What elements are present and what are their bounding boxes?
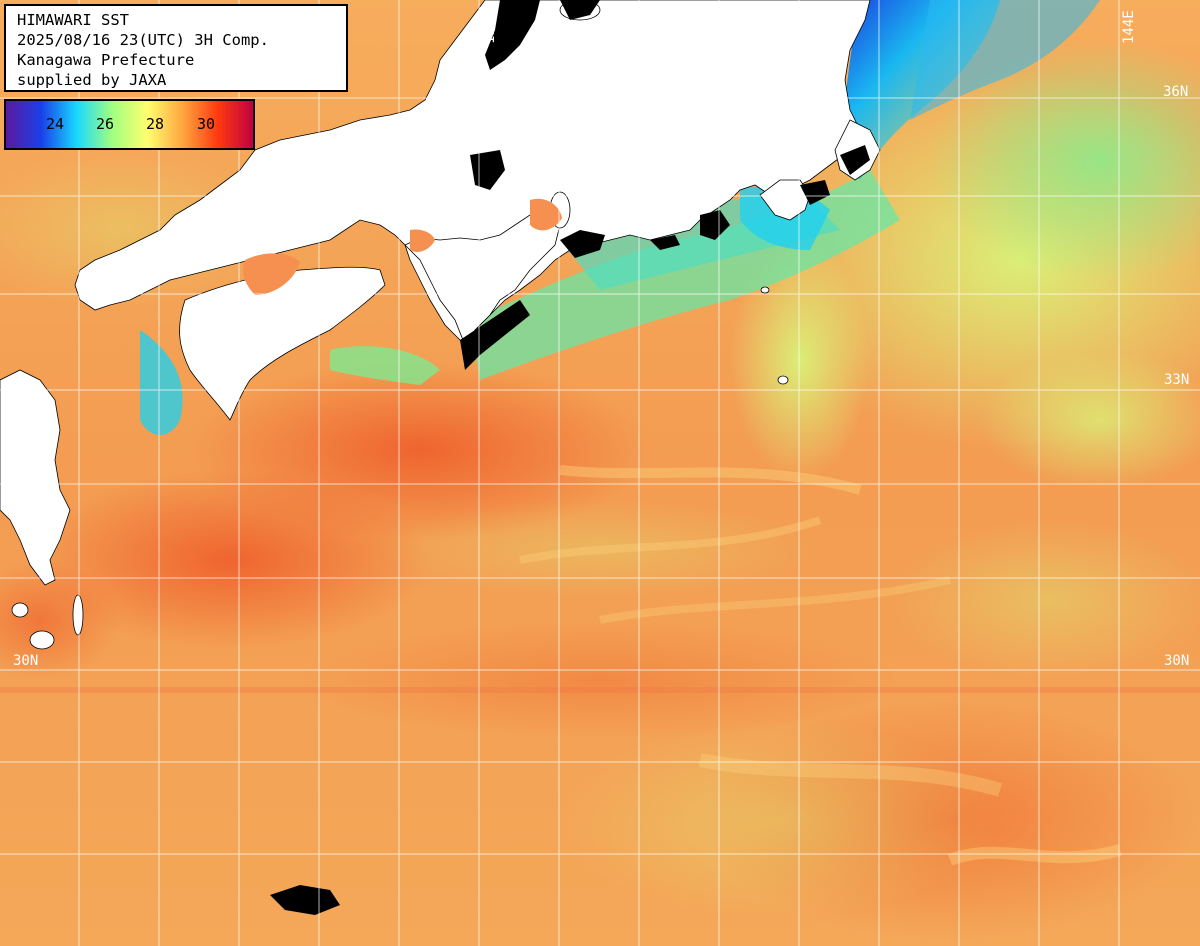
land-island — [777, 375, 789, 385]
lon-label-136e: 136E — [482, 10, 498, 44]
cloud-patch — [560, 0, 600, 20]
bay-warm — [243, 253, 300, 295]
land — [0, 0, 881, 650]
land-izu — [759, 179, 811, 221]
credit-line: supplied by JAXA — [17, 71, 167, 89]
land-kii — [404, 209, 561, 346]
warm-eddy — [30, 470, 430, 650]
title-line: HIMAWARI SST — [17, 11, 129, 29]
map-info-box: HIMAWARI SST 2025/08/16 23(UTC) 3H Comp.… — [4, 4, 348, 92]
cool-water — [890, 520, 1200, 680]
timestamp-line: 2025/08/16 23(UTC) 3H Comp. — [17, 31, 269, 49]
sea-streak — [559, 465, 862, 495]
cloud-patch — [485, 0, 540, 70]
land-island — [72, 594, 84, 636]
cloud-patch — [700, 210, 730, 240]
land-shikoku — [179, 266, 386, 421]
warm-eddy — [300, 620, 900, 740]
cool-water — [980, 350, 1200, 490]
land-honshu — [74, 0, 871, 346]
colorbar-tick-28: 28 — [146, 115, 165, 133]
cool-water — [930, 40, 1200, 280]
cloud-patch — [270, 885, 340, 915]
cloud-patch — [840, 145, 870, 175]
cold-water-ne — [910, 0, 1100, 120]
sea-streak — [698, 753, 1003, 797]
lat-label-30n-right: 30N — [1164, 653, 1190, 669]
sea-streak — [947, 844, 1122, 866]
lat-label-30n-left: 30N — [13, 653, 39, 669]
bay-warm — [530, 198, 562, 231]
region-line: Kanagawa Prefecture — [17, 51, 195, 69]
colorbar-tick-30: 30 — [197, 115, 216, 133]
lat-label-33n: 33N — [1164, 372, 1190, 388]
bay-warm — [410, 229, 435, 252]
land-island — [11, 602, 29, 618]
warm-eddy — [0, 560, 120, 680]
colorbar-tick-24: 24 — [46, 115, 65, 133]
coastal-cool-band — [140, 330, 183, 435]
land-island — [760, 286, 770, 294]
cool-water — [560, 720, 1000, 920]
land-island — [29, 630, 55, 650]
cloud-patch — [460, 300, 530, 370]
lat-label-36n: 36N — [1163, 84, 1189, 100]
lon-label-144e: 144E — [1121, 10, 1137, 44]
temperature-colorbar: 24 26 28 30 — [4, 99, 255, 150]
cloud-patch — [800, 180, 830, 205]
coastal-cool-band — [330, 346, 440, 385]
cool-water — [730, 240, 870, 480]
cool-water — [380, 500, 820, 600]
cloud-patch — [560, 230, 605, 258]
land-kyushu — [0, 369, 71, 586]
cloud-patch — [650, 235, 680, 250]
colorbar-tick-26: 26 — [96, 115, 115, 133]
sea-streak — [599, 576, 951, 624]
